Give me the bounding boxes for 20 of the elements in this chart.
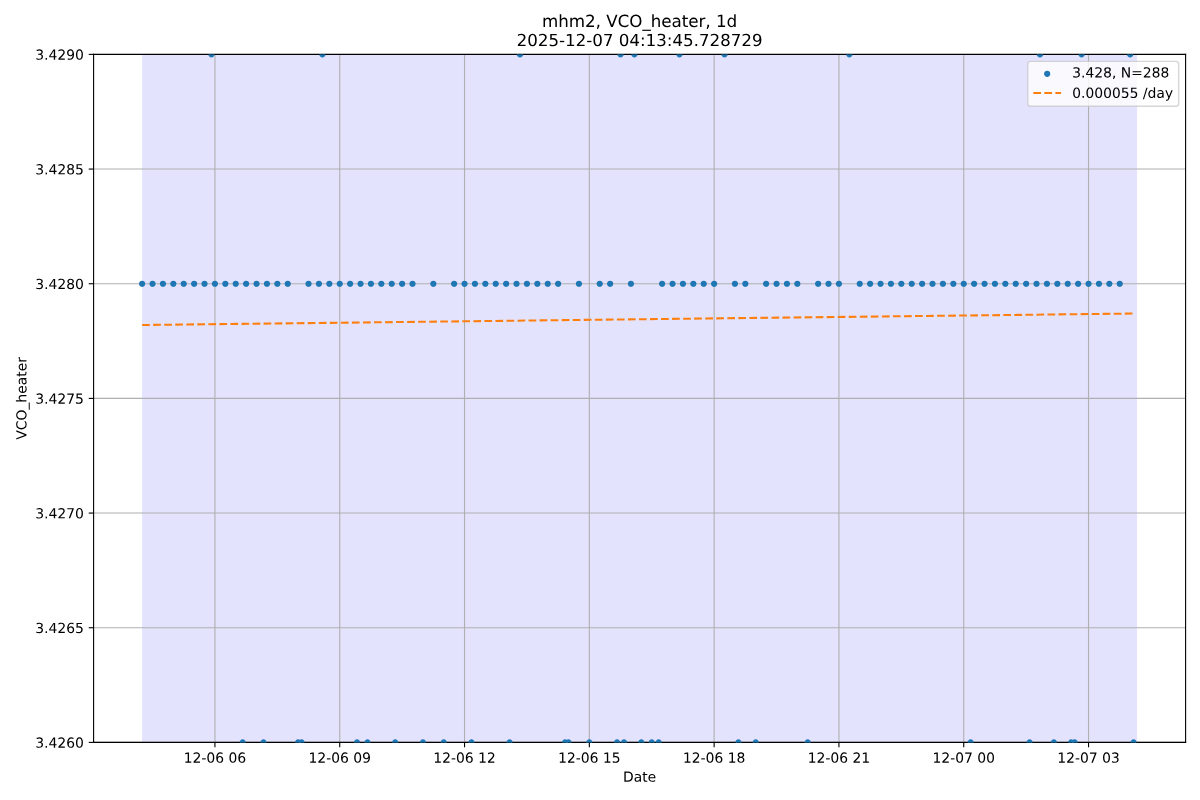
x-tick-label: 12-06 09: [310, 752, 370, 763]
y-tick-label: 3.4260: [36, 737, 83, 748]
x-tick-label: 12-06 15: [559, 752, 620, 763]
y-tick-label: 3.4285: [36, 164, 83, 175]
x-axis-title: Date: [624, 771, 656, 782]
x-tick-label: 12-06 06: [185, 752, 246, 763]
y-axis-title: VCO_heater: [15, 357, 30, 440]
y-tick-label: 3.4290: [36, 49, 83, 60]
x-tick-label: 12-07 03: [1058, 752, 1119, 763]
y-tick-label: 3.4265: [36, 622, 83, 634]
x-tick-label: 12-07 00: [934, 752, 995, 763]
legend-label: 0.000055 /day: [1073, 87, 1173, 101]
x-tick-label: 12-06 21: [809, 752, 869, 763]
x-tick-label: 12-06 12: [434, 752, 495, 763]
y-tick-label: 3.4270: [36, 508, 83, 519]
y-tick-label: 3.4280: [36, 278, 83, 290]
x-tick-label: 12-06 18: [684, 752, 745, 763]
y-tick-label: 3.4275: [36, 393, 83, 404]
legend-label: 3.428, N=288: [1073, 67, 1169, 80]
chart-title: mhm2, VCO_heater, 1d 2025-12-07 04:13:45.728729: [517, 14, 762, 47]
